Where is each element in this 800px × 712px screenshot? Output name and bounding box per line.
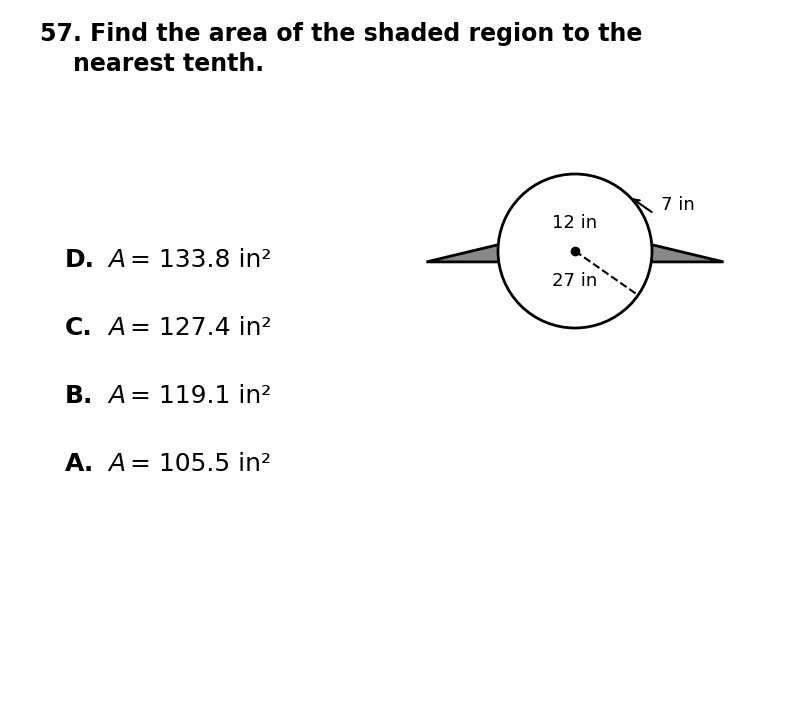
Polygon shape [426,242,723,262]
Text: = 133.8 in²: = 133.8 in² [122,248,271,272]
Text: 7 in: 7 in [661,196,694,214]
Text: = 119.1 in²: = 119.1 in² [122,384,271,408]
Text: = 105.5 in²: = 105.5 in² [122,452,271,476]
Text: 57. Find the area of the shaded region to the: 57. Find the area of the shaded region t… [40,22,642,46]
Text: B.: B. [65,384,94,408]
Text: D.: D. [65,248,95,272]
Circle shape [498,174,652,328]
Text: A: A [108,452,125,476]
Text: C.: C. [65,316,93,340]
Text: A.: A. [65,452,94,476]
Text: 12 in: 12 in [553,214,598,232]
Text: A: A [108,248,125,272]
Text: nearest tenth.: nearest tenth. [40,52,264,76]
Text: A: A [108,384,125,408]
Text: 27 in: 27 in [552,272,598,290]
Text: = 127.4 in²: = 127.4 in² [122,316,271,340]
Text: A: A [108,316,125,340]
